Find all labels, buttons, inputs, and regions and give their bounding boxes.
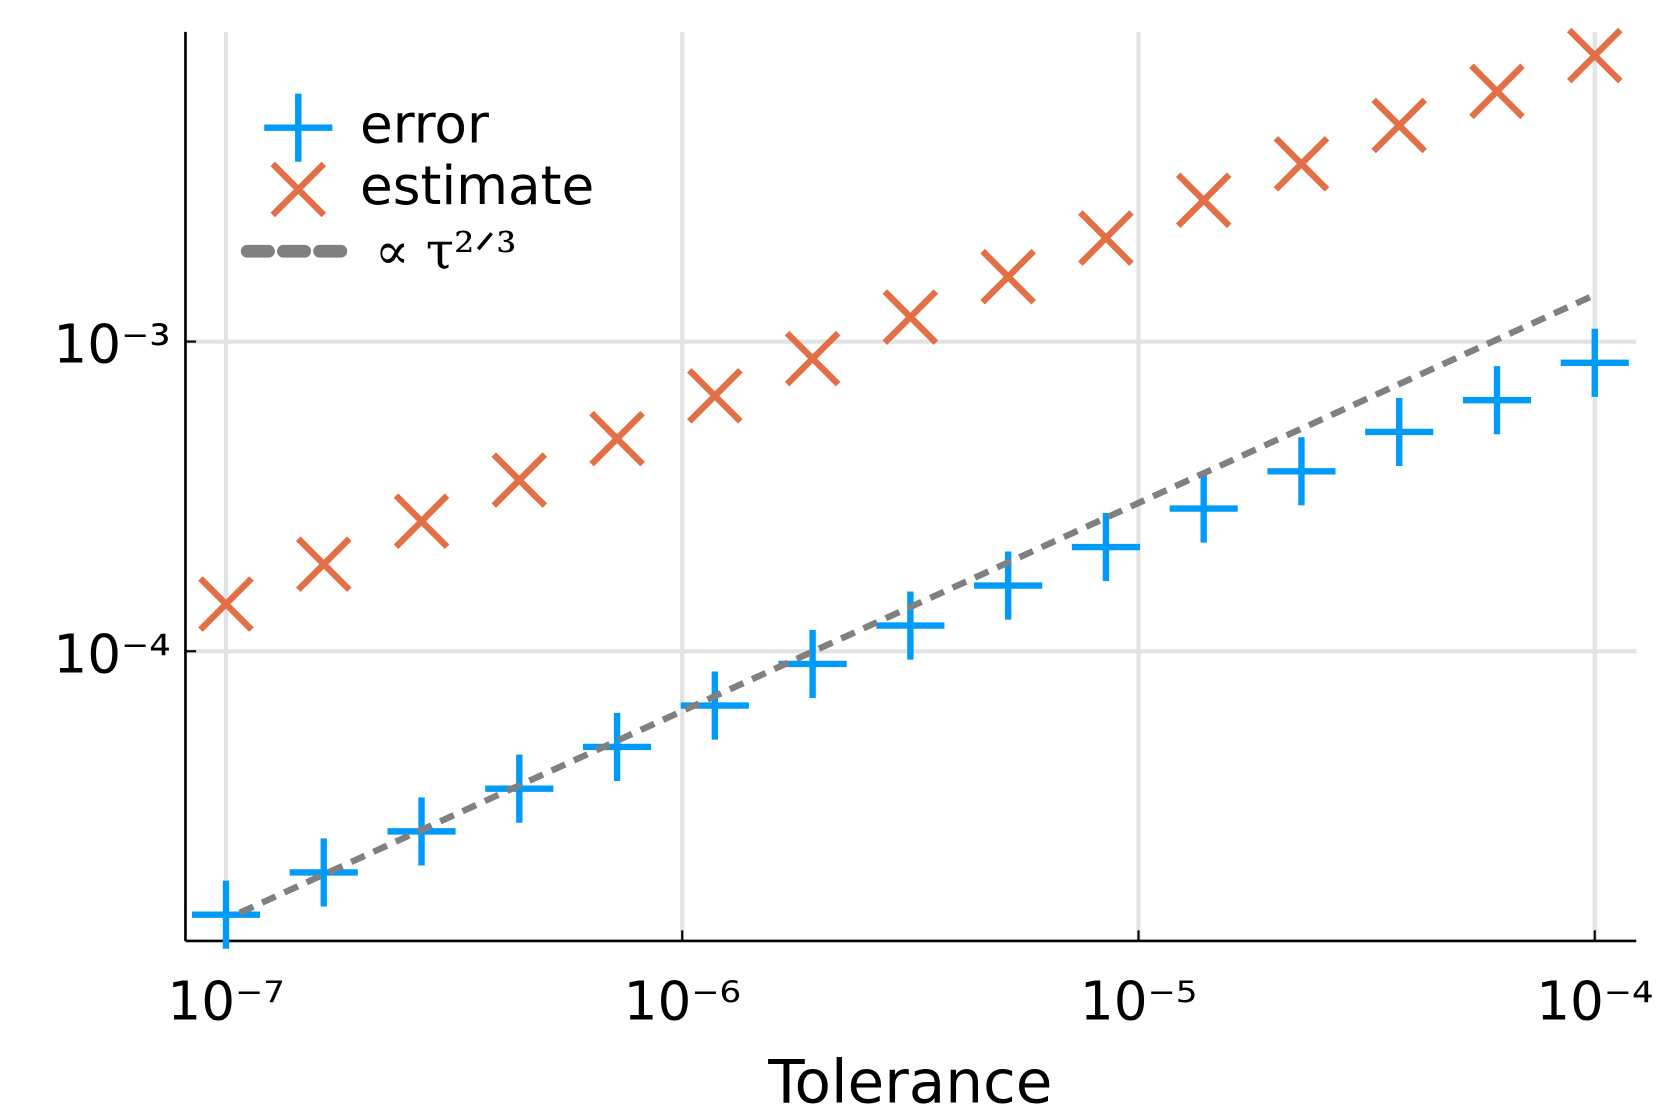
point: [1071, 513, 1140, 582]
x-axis-label: Tolerance: [767, 1048, 1052, 1107]
point: [295, 536, 352, 593]
point: [1566, 27, 1623, 84]
y-tick-label: 10⁻⁴: [53, 623, 170, 685]
marker-shape: [191, 880, 261, 949]
trend-line: [238, 292, 1597, 916]
marker-shape: [198, 576, 254, 632]
point: [1175, 172, 1232, 229]
x-tick-label: 10⁻⁴: [1536, 970, 1653, 1032]
marker-shape: [1566, 27, 1623, 84]
marker-shape: [882, 289, 939, 345]
marker-shape: [1273, 136, 1330, 192]
x-tick-label: 10⁻⁵: [1080, 970, 1197, 1032]
legend-swatch: [264, 93, 333, 162]
point: [191, 880, 261, 949]
x-tick-label: 10⁻⁷: [167, 970, 284, 1032]
point: [289, 838, 358, 907]
marker-shape: [583, 712, 652, 781]
point: [687, 368, 743, 424]
marker-shape: [1175, 172, 1232, 229]
marker-shape: [687, 368, 743, 424]
marker-shape: [1078, 210, 1134, 266]
marker-shape: [778, 629, 847, 698]
marker-shape: [491, 452, 548, 508]
marker-shape: [980, 248, 1036, 305]
point: [1462, 366, 1532, 435]
marker-shape: [1462, 366, 1532, 435]
marker-shape: [1071, 513, 1140, 582]
point: [1078, 210, 1134, 266]
point: [393, 493, 450, 550]
point: [1560, 328, 1629, 397]
marker-shape: [1469, 63, 1525, 120]
marker-shape: [589, 410, 645, 467]
marker-shape: [289, 838, 358, 907]
legend-label: estimate: [360, 155, 594, 217]
point: [1273, 136, 1330, 192]
marker-shape: [1267, 437, 1336, 506]
point: [198, 576, 254, 632]
marker-shape: [1169, 474, 1238, 543]
marker-shape: [295, 536, 352, 593]
legend-label: error: [360, 93, 489, 155]
point: [882, 289, 939, 345]
point: [1365, 397, 1434, 466]
point: [1169, 474, 1238, 543]
marker-shape: [1560, 328, 1629, 397]
point: [778, 629, 847, 698]
marker-shape: [270, 161, 327, 218]
x-tick-label: 10⁻⁶: [624, 970, 741, 1032]
point: [1371, 97, 1428, 154]
point: [784, 330, 841, 387]
point: [583, 712, 652, 781]
marker-shape: [264, 93, 333, 162]
marker-shape: [876, 591, 945, 660]
point: [1267, 437, 1336, 506]
marker-shape: [393, 493, 450, 550]
point: [980, 248, 1036, 305]
y-tick-label: 10⁻³: [53, 314, 170, 376]
legend-label: ∝ τ²ᐟ³: [375, 222, 517, 281]
point: [876, 591, 945, 660]
legend-swatch: [270, 161, 327, 218]
marker-shape: [1371, 97, 1428, 154]
point: [1469, 63, 1525, 120]
point: [589, 410, 645, 467]
marker-shape: [784, 330, 841, 387]
marker-shape: [1365, 397, 1434, 466]
point: [491, 452, 548, 508]
